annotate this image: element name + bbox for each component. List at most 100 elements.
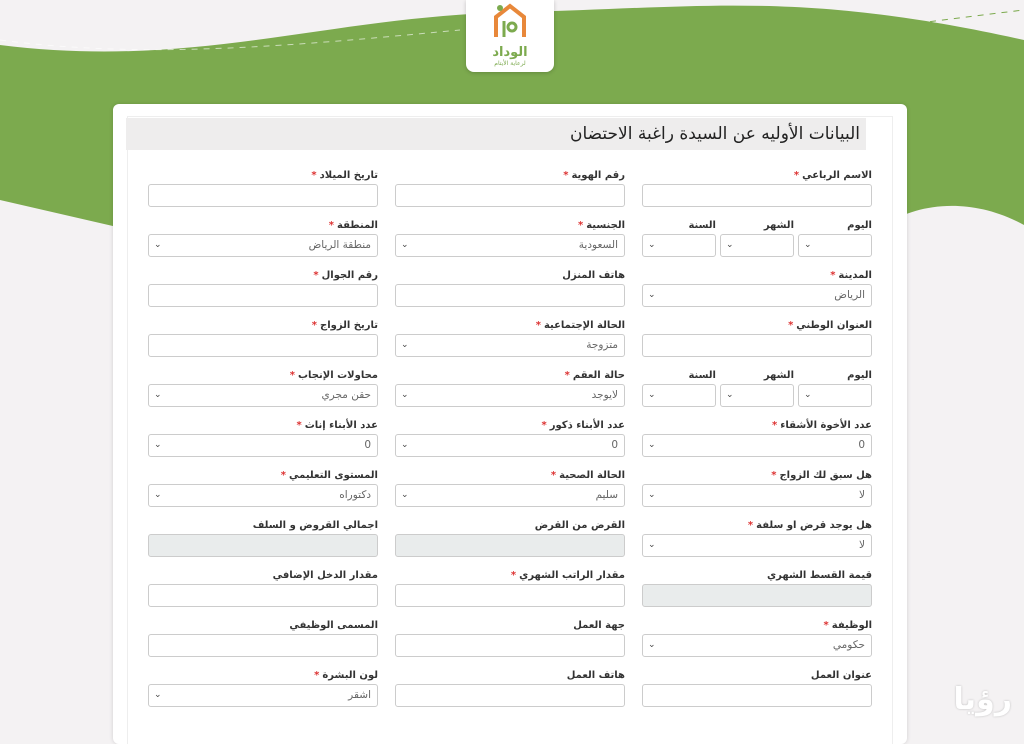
text-input[interactable] (642, 184, 872, 207)
chevron-down-icon: ⌄ (401, 390, 409, 400)
field-label-text: رقم الجوال (321, 270, 378, 281)
required-asterisk: * (296, 420, 302, 431)
field-value: الرياض (834, 289, 865, 301)
form-field: هل سبق لك الزواج* لا ⌄ (642, 468, 872, 518)
select-field[interactable]: 0 ⌄ (148, 434, 378, 457)
house-logo-icon (494, 3, 526, 37)
select-field[interactable]: 0 ⌄ (395, 434, 625, 457)
date-part: الشهر ⌄ (720, 368, 794, 407)
required-asterisk: * (771, 470, 777, 481)
text-input[interactable] (395, 284, 625, 307)
chevron-down-icon: ⌄ (154, 440, 162, 450)
field-label-text: العنوان الوطني (796, 320, 872, 331)
text-input[interactable] (148, 634, 378, 657)
field-label: قيمة القسط الشهري (642, 568, 872, 584)
date-part-select[interactable]: ⌄ (642, 234, 716, 257)
text-input[interactable] (395, 184, 625, 207)
field-value: حكومي (832, 639, 865, 651)
date-part: السنة ⌄ (642, 368, 716, 407)
logo[interactable]: الوداد لرعاية الأيتام (466, 0, 554, 72)
date-part-select[interactable]: ⌄ (798, 234, 872, 257)
select-field[interactable]: اشقر ⌄ (148, 684, 378, 707)
form-field: الاسم الرباعي* (642, 168, 872, 218)
field-label: حالة العقم* (395, 368, 625, 384)
form-field: عدد الأبناء ذكور* 0 ⌄ (395, 418, 625, 468)
form-field: اجمالي القروض و السلف (148, 518, 378, 568)
text-input (148, 534, 378, 557)
text-input[interactable] (148, 584, 378, 607)
date-part-select[interactable]: ⌄ (720, 234, 794, 257)
select-field[interactable]: لا ⌄ (642, 484, 872, 507)
date-part-label: الشهر (763, 220, 794, 231)
field-label: الاسم الرباعي* (642, 168, 872, 184)
form-field: عدد الأخوة الأشقاء* 0 ⌄ (642, 418, 872, 468)
field-label: المدينة* (642, 268, 872, 284)
select-field[interactable]: متزوجة ⌄ (395, 334, 625, 357)
text-input[interactable] (395, 684, 625, 707)
select-field[interactable]: دكتوراه ⌄ (148, 484, 378, 507)
field-label-text: هل سبق لك الزواج (779, 470, 872, 481)
select-field[interactable]: لا ⌄ (642, 534, 872, 557)
select-field[interactable]: منطقة الرياض ⌄ (148, 234, 378, 257)
text-input[interactable] (642, 684, 872, 707)
select-field[interactable]: حقن مجري ⌄ (148, 384, 378, 407)
text-input[interactable] (395, 634, 625, 657)
text-input[interactable] (395, 584, 625, 607)
select-field[interactable]: السعودية ⌄ (395, 234, 625, 257)
form-field: عدد الأبناء إناث* 0 ⌄ (148, 418, 378, 468)
form-field: محاولات الإنجاب* حقن مجري ⌄ (148, 368, 378, 418)
form-field: تاريخ الميلاد* (148, 168, 378, 218)
required-asterisk: * (823, 620, 829, 631)
form-field: المنطقة* منطقة الرياض ⌄ (148, 218, 378, 268)
field-label: المنطقة* (148, 218, 378, 234)
form-field: رقم الجوال* (148, 268, 378, 318)
required-asterisk: * (328, 220, 335, 231)
field-value: منطقة الرياض (308, 239, 371, 251)
field-label: لون البشرة* (148, 668, 378, 684)
select-field[interactable]: 0 ⌄ (642, 434, 872, 457)
required-asterisk: * (311, 170, 317, 181)
select-field[interactable]: سليم ⌄ (395, 484, 625, 507)
date-part-label: السنة (688, 220, 716, 231)
field-label: مقدار الدخل الإضافي (148, 568, 378, 584)
field-label-text: هاتف المنزل (562, 270, 625, 281)
date-part-select[interactable]: ⌄ (798, 384, 872, 407)
text-input[interactable] (148, 284, 378, 307)
field-value: متزوجة (586, 339, 618, 351)
text-input[interactable] (148, 184, 378, 207)
form-title: البيانات الأوليه عن السيدة راغبة الاحتضا… (126, 118, 866, 150)
required-asterisk: * (280, 470, 287, 481)
date-picker: اليوم ⌄ الشهر ⌄ السنة ⌄ (642, 218, 872, 257)
required-asterisk: * (747, 520, 754, 531)
text-input[interactable] (642, 334, 872, 357)
field-value: 0 (364, 439, 371, 451)
field-label: هل يوجد قرض او سلفة* (642, 518, 872, 534)
text-input (395, 534, 625, 557)
date-part-select[interactable]: ⌄ (642, 384, 716, 407)
chevron-down-icon: ⌄ (648, 440, 656, 450)
select-field[interactable]: الرياض ⌄ (642, 284, 872, 307)
chevron-down-icon: ⌄ (401, 490, 409, 500)
field-label-text: تاريخ الميلاد (319, 170, 378, 181)
chevron-down-icon: ⌄ (648, 290, 656, 300)
field-label: اجمالي القروض و السلف (148, 518, 378, 534)
chevron-down-icon: ⌄ (648, 490, 656, 500)
select-field[interactable]: حكومي ⌄ (642, 634, 872, 657)
form-field: تاريخ الزواج* (148, 318, 378, 368)
field-label: الجنسية* (395, 218, 625, 234)
field-label-text: اجمالي القروض و السلف (252, 520, 378, 531)
required-asterisk: * (289, 370, 295, 381)
date-part-select[interactable]: ⌄ (720, 384, 794, 407)
required-asterisk: * (830, 270, 836, 281)
chevron-down-icon: ⌄ (401, 440, 409, 450)
field-label-text: هاتف العمل (566, 670, 625, 681)
field-label-text: مقدار الدخل الإضافي (272, 570, 378, 581)
date-part: اليوم ⌄ (798, 218, 872, 257)
field-label: المسمى الوظيفي (148, 618, 378, 634)
form-field: رقم الهوية* (395, 168, 625, 218)
required-asterisk: * (510, 570, 517, 581)
select-field[interactable]: لايوجد ⌄ (395, 384, 625, 407)
form-field: الوظيفة* حكومي ⌄ (642, 618, 872, 668)
text-input[interactable] (148, 334, 378, 357)
field-value: السعودية (578, 239, 618, 251)
